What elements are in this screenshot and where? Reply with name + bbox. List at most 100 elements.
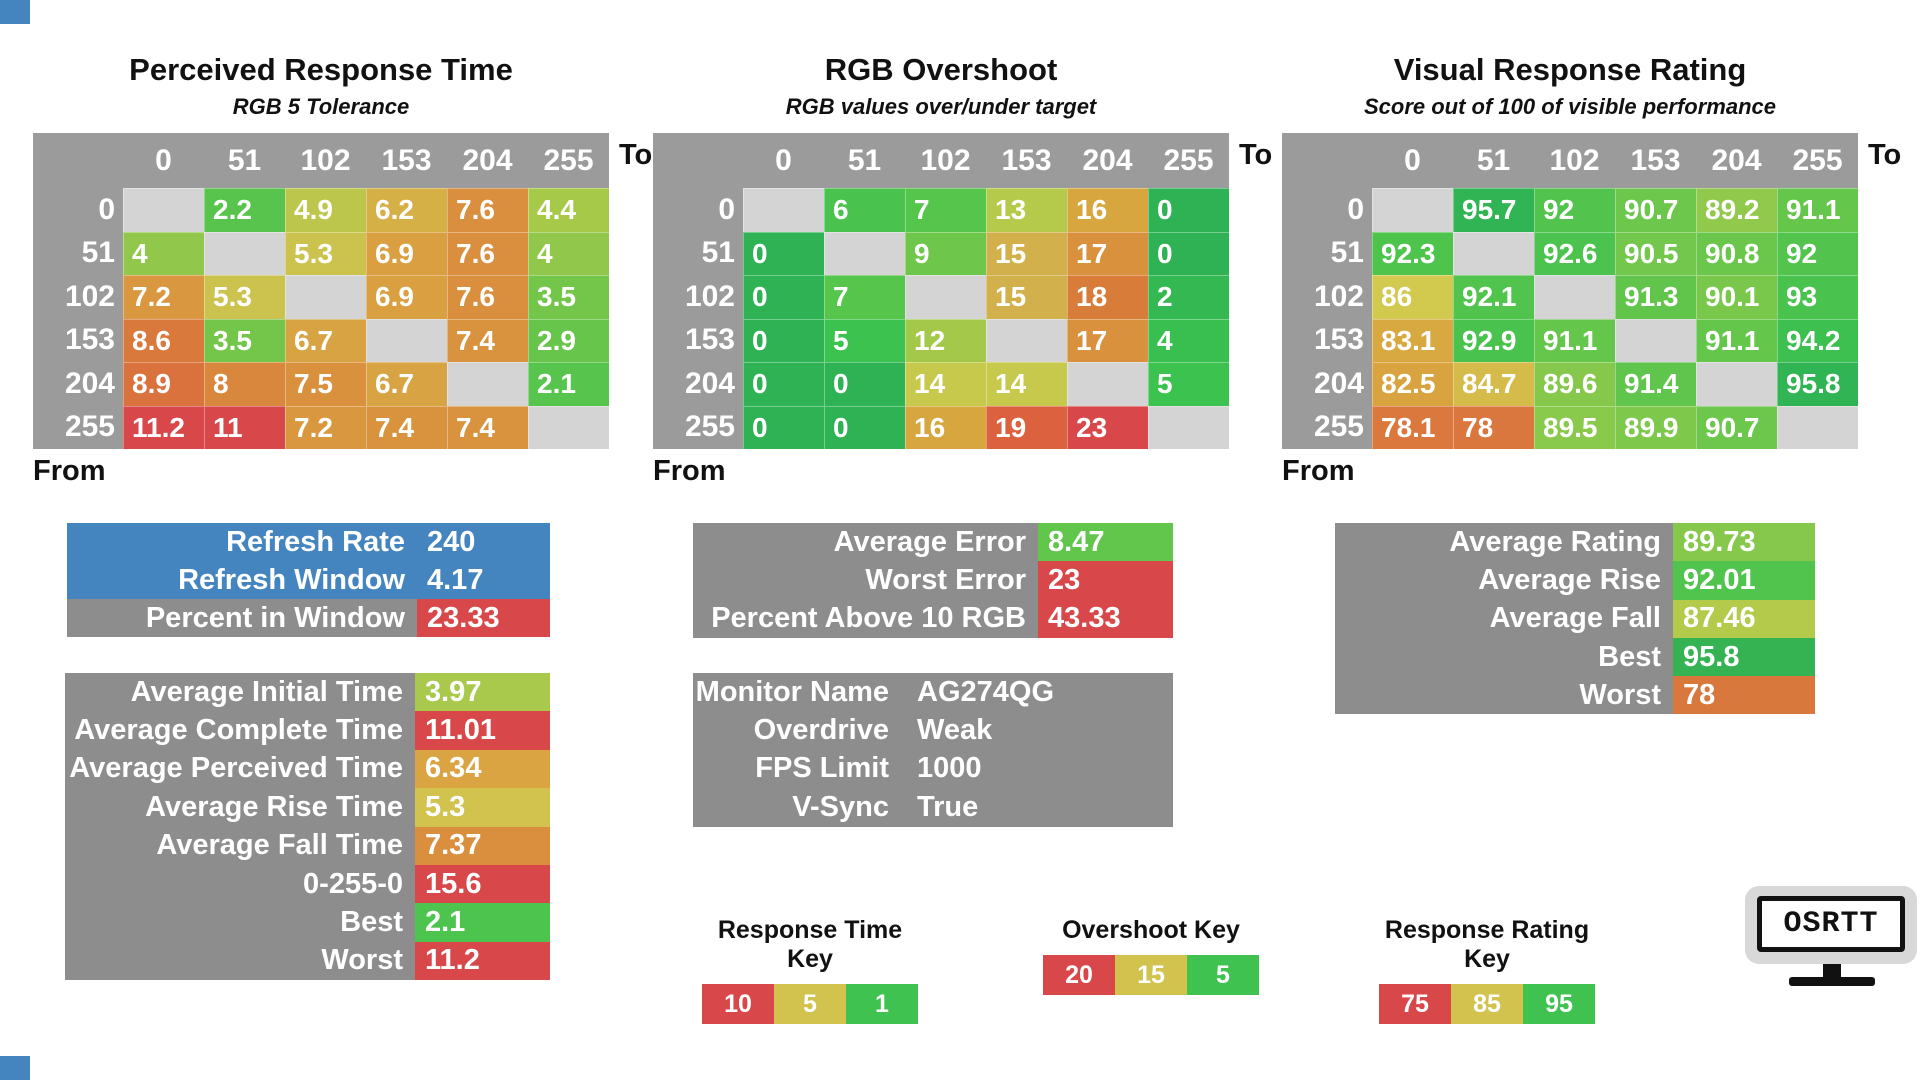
diagonal-empty-cell <box>1615 318 1696 362</box>
heatmap-value-cell: 12 <box>905 318 986 362</box>
heatmap-value-cell: 83.1 <box>1372 318 1453 362</box>
stat-row: Best 95.8 <box>1335 637 1815 677</box>
heatmap-value-cell: 4.9 <box>285 188 366 232</box>
osrtt-logo: OSRTT <box>1745 886 1917 994</box>
stat-row: Best 2.1 <box>65 903 550 942</box>
diagonal-empty-cell <box>1696 362 1777 406</box>
stat-row: Average Rise Time 5.3 <box>65 788 550 827</box>
stat-value: 23 <box>1038 561 1173 600</box>
key-cells: 75 85 95 <box>1379 984 1595 1024</box>
stat-label: Average Error <box>693 523 1038 562</box>
key-cell: 95 <box>1523 984 1595 1024</box>
overshoot-stats-block: Average Error 8.47 Worst Error 23 Percent Ab… <box>693 523 1173 638</box>
stat-row: Refresh Rate 240 <box>67 523 550 561</box>
col-header-cell: 153 <box>366 133 447 188</box>
heatmap-value-cell: 2 <box>1148 275 1229 319</box>
row-header-cell: 0 <box>653 188 743 232</box>
key-cell: 75 <box>1379 984 1451 1024</box>
stat-row: Overdrive Weak <box>693 711 1173 750</box>
heatmap-value-cell: 95.8 <box>1777 362 1858 406</box>
row-header-cell: 102 <box>1282 275 1372 319</box>
row-header-cell: 255 <box>33 405 123 449</box>
stat-value: 11.2 <box>415 941 550 981</box>
heatmap-value-cell: 6.2 <box>366 188 447 232</box>
from-axis-label: From <box>33 455 106 487</box>
heatmap-value-cell: 82.5 <box>1372 362 1453 406</box>
col-header-cell: 51 <box>1453 133 1534 188</box>
col-header-cell: 255 <box>1777 133 1858 188</box>
heatmap-value-cell: 91.3 <box>1615 275 1696 319</box>
stat-row: Average Rise 92.01 <box>1335 561 1815 600</box>
diagonal-empty-cell <box>285 275 366 319</box>
key-cells: 10 5 1 <box>702 984 918 1024</box>
diagonal-empty-cell <box>1453 231 1534 275</box>
stat-label: Average Fall Time <box>65 826 415 865</box>
heatmap-value-cell: 78.1 <box>1372 405 1453 449</box>
heatmap-value-cell: 92.3 <box>1372 231 1453 275</box>
stat-value: AG274QG <box>903 673 1173 712</box>
stat-row: Worst 78 <box>1335 676 1815 715</box>
stat-row: Average Complete Time 11.01 <box>65 711 550 750</box>
stat-label: Average Rating <box>1335 523 1673 562</box>
heatmap-rating: 0 51 102 153 204 255 0 95.7 92 90.7 89.2 91.1 51 92.3… <box>1282 133 1858 449</box>
heatmap-value-cell: 93 <box>1777 275 1858 319</box>
stat-value: 43.33 <box>1038 599 1173 638</box>
key-cell: 5 <box>774 984 846 1024</box>
heatmap-value-cell: 13 <box>986 188 1067 232</box>
table-corner-cell <box>653 133 743 188</box>
heatmap-value-cell: 6.7 <box>285 318 366 362</box>
heatmap-value-cell: 0 <box>824 405 905 449</box>
col-header-cell: 153 <box>986 133 1067 188</box>
stat-label: Average Rise <box>1335 561 1673 600</box>
heatmap-subtitle-response-time: RGB 5 Tolerance <box>232 94 410 119</box>
stat-label: Average Perceived Time <box>65 749 415 789</box>
diagonal-empty-cell <box>986 318 1067 362</box>
diagonal-empty-cell <box>1534 275 1615 319</box>
stat-value: 8.47 <box>1038 523 1173 562</box>
col-header-cell: 102 <box>285 133 366 188</box>
heatmap-value-cell: 90.7 <box>1696 405 1777 449</box>
heatmap-title-rating: Visual Response Rating <box>1393 52 1747 87</box>
heatmap-value-cell: 6.7 <box>366 362 447 406</box>
row-header-cell: 0 <box>1282 188 1372 232</box>
stat-value: 89.73 <box>1673 523 1815 562</box>
table-corner-cell <box>33 133 123 188</box>
diagonal-empty-cell <box>1777 405 1858 449</box>
heatmap-subtitle-rating: Score out of 100 of visible performance <box>1363 94 1776 119</box>
heatmap-value-cell: 16 <box>1067 188 1148 232</box>
heatmap-value-cell: 7.2 <box>123 275 204 319</box>
heatmap-value-cell: 17 <box>1067 318 1148 362</box>
response-time-key: Response Time Key 10 5 1 <box>702 916 918 1024</box>
from-axis-label: From <box>653 455 726 487</box>
stat-row: Average Rating 89.73 <box>1335 523 1815 562</box>
osrtt-logo-text: OSRTT <box>1757 896 1905 952</box>
heatmap-value-cell: 89.2 <box>1696 188 1777 232</box>
heatmap-value-cell: 5 <box>1148 362 1229 406</box>
stat-value: 4.17 <box>417 561 550 599</box>
stat-label: 0-255-0 <box>65 864 415 904</box>
stat-value: 15.6 <box>415 864 550 904</box>
heatmap-value-cell: 7.5 <box>285 362 366 406</box>
rating-stats-block: Average Rating 89.73 Average Rise 92.01 Aver… <box>1335 523 1815 715</box>
row-header-cell: 204 <box>653 362 743 406</box>
row-header-cell: 51 <box>33 231 123 275</box>
stat-row: Percent in Window 23.33 <box>67 599 550 637</box>
stat-label: Refresh Window <box>67 561 417 599</box>
stat-value: 6.34 <box>415 749 550 789</box>
row-header-cell: 153 <box>33 318 123 362</box>
monitor-stand-stem-icon <box>1823 964 1841 977</box>
heatmap-value-cell: 90.1 <box>1696 275 1777 319</box>
diagonal-empty-cell <box>123 188 204 232</box>
heatmap-value-cell: 0 <box>743 405 824 449</box>
col-header-cell: 0 <box>123 133 204 188</box>
heatmap-value-cell: 90.7 <box>1615 188 1696 232</box>
col-header-cell: 0 <box>1372 133 1453 188</box>
heatmap-value-cell: 90.8 <box>1696 231 1777 275</box>
key-cell: 1 <box>846 984 918 1024</box>
heatmap-value-cell: 8.6 <box>123 318 204 362</box>
col-header-cell: 204 <box>447 133 528 188</box>
heatmap-value-cell: 91.1 <box>1534 318 1615 362</box>
key-title: Response Rating Key <box>1384 916 1590 973</box>
heatmap-value-cell: 90.5 <box>1615 231 1696 275</box>
